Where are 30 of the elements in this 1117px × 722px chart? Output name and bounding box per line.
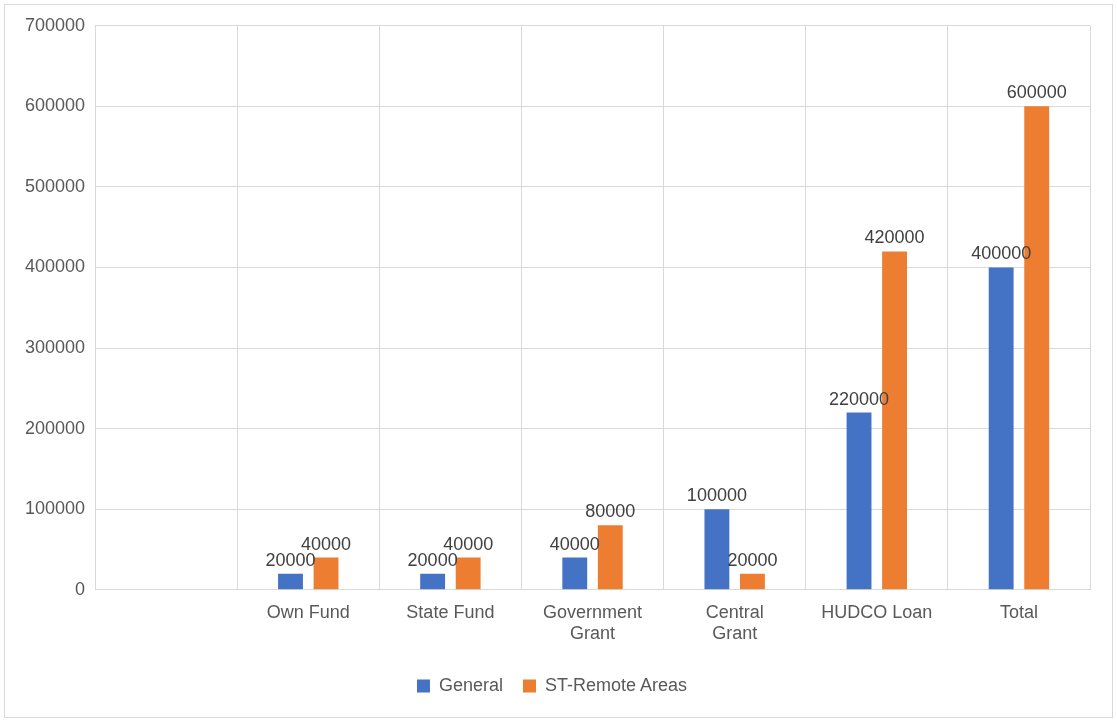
data-label: 100000 — [686, 485, 747, 506]
x-tick-label: Central Grant — [705, 601, 764, 644]
y-tick-label: 600000 — [24, 95, 86, 116]
legend-label: ST-Remote Areas — [544, 674, 688, 695]
y-tick-label: 200000 — [24, 417, 86, 438]
y-tick-label: 100000 — [24, 498, 86, 519]
bar — [455, 557, 481, 590]
y-tick-label: 700000 — [24, 14, 86, 35]
bar — [846, 412, 872, 590]
x-tick-label: Government Grant — [543, 601, 643, 644]
y-tick-label: 500000 — [24, 175, 86, 196]
bar — [704, 509, 730, 590]
y-tick-label: 0 — [75, 578, 86, 599]
bar — [597, 525, 623, 590]
x-tick-label: Total — [999, 601, 1038, 622]
x-tick-label: State Fund — [406, 601, 495, 622]
data-label: 80000 — [585, 501, 636, 522]
y-tick-label: 400000 — [24, 256, 86, 277]
bar — [740, 573, 765, 590]
bar — [988, 267, 1014, 590]
data-label: 600000 — [1006, 82, 1067, 103]
legend-label: General — [438, 674, 503, 695]
y-tick-label: 300000 — [24, 337, 86, 358]
x-tick-label: HUDCO Loan — [821, 601, 933, 622]
bar — [420, 573, 446, 590]
bar — [313, 557, 339, 590]
x-tick-label: Own Fund — [266, 601, 350, 622]
bar — [562, 557, 588, 590]
bar — [278, 573, 303, 590]
data-label: 420000 — [864, 227, 925, 248]
